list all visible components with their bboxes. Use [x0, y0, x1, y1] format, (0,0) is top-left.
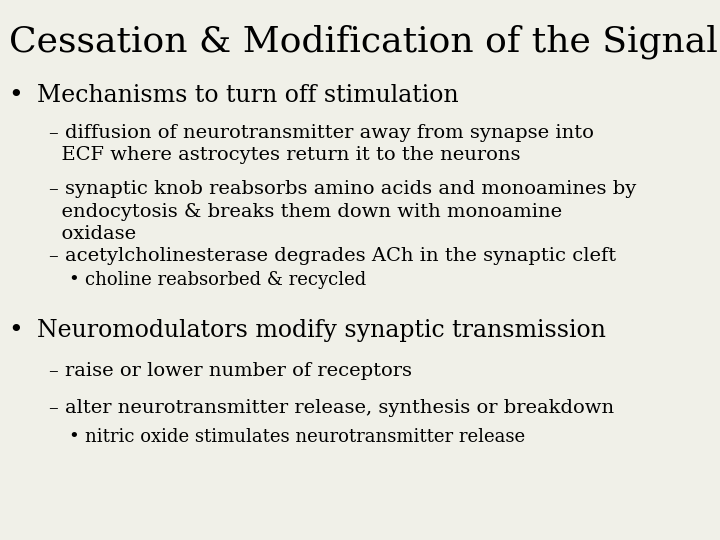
Text: Neuromodulators modify synaptic transmission: Neuromodulators modify synaptic transmis… [37, 319, 606, 342]
Text: – diffusion of neurotransmitter away from synapse into
  ECF where astrocytes re: – diffusion of neurotransmitter away fro… [49, 124, 594, 164]
Text: – acetylcholinesterase degrades ACh in the synaptic cleft: – acetylcholinesterase degrades ACh in t… [49, 247, 616, 265]
Text: •: • [68, 428, 79, 445]
Text: •: • [9, 319, 23, 342]
Text: – alter neurotransmitter release, synthesis or breakdown: – alter neurotransmitter release, synthe… [49, 399, 614, 416]
Text: – synaptic knob reabsorbs amino acids and monoamines by
  endocytosis & breaks t: – synaptic knob reabsorbs amino acids an… [49, 180, 636, 243]
Text: Mechanisms to turn off stimulation: Mechanisms to turn off stimulation [37, 84, 459, 107]
Text: nitric oxide stimulates neurotransmitter release: nitric oxide stimulates neurotransmitter… [85, 428, 525, 445]
Text: – raise or lower number of receptors: – raise or lower number of receptors [49, 362, 412, 380]
Text: choline reabsorbed & recycled: choline reabsorbed & recycled [85, 271, 366, 289]
Text: •: • [9, 84, 23, 107]
Text: •: • [68, 271, 79, 289]
Text: Cessation & Modification of the Signal: Cessation & Modification of the Signal [9, 24, 718, 59]
